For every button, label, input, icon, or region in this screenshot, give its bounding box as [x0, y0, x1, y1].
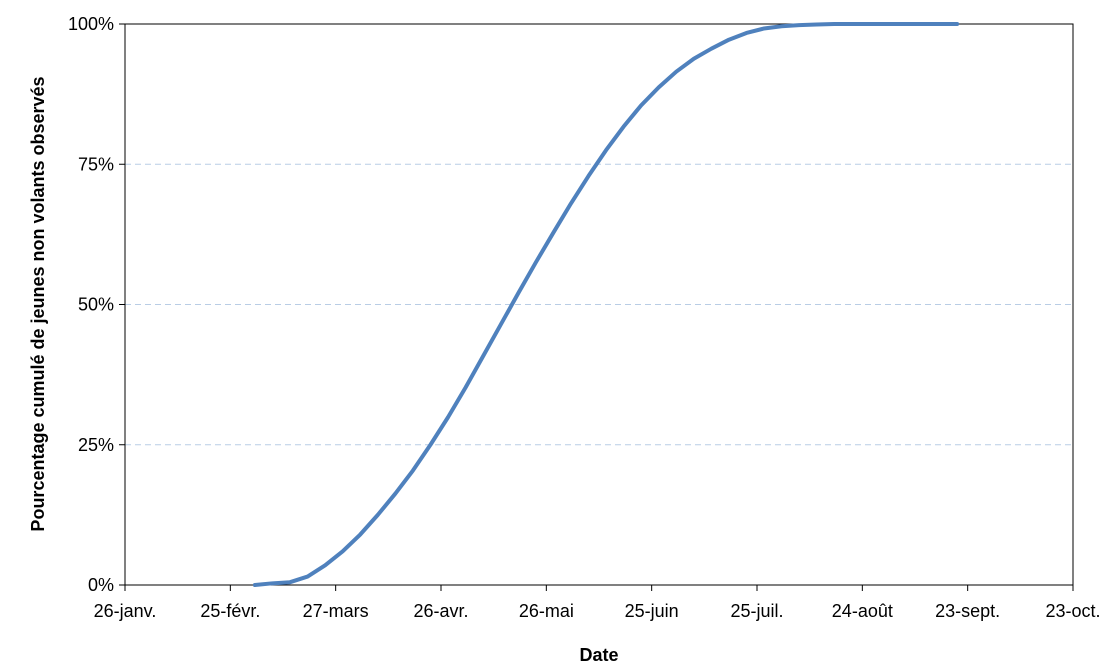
y-tick-label: 0% — [88, 575, 114, 595]
y-axis-title: Pourcentage cumulé de jeunes non volants… — [28, 76, 48, 531]
x-tick-label: 25-juil. — [730, 601, 783, 621]
y-axis-tick-labels: 0% 25% 50% 75% 100% — [68, 14, 114, 595]
y-tick-label: 75% — [78, 154, 114, 174]
x-tick-label: 26-mai — [519, 601, 574, 621]
x-tick-label: 23-oct. — [1045, 601, 1100, 621]
x-tick-label: 27-mars — [303, 601, 369, 621]
gridlines — [125, 163, 1073, 446]
x-tick-label: 25-févr. — [200, 601, 260, 621]
x-tick-label: 26-janv. — [94, 601, 157, 621]
x-tick-label: 23-sept. — [935, 601, 1000, 621]
x-tick-label: 26-avr. — [413, 601, 468, 621]
x-axis-ticks — [124, 585, 1074, 591]
series-line — [252, 22, 960, 587]
y-tick-label: 100% — [68, 14, 114, 34]
y-tick-label: 50% — [78, 295, 114, 315]
x-tick-label: 24-août — [832, 601, 893, 621]
y-tick-label: 25% — [78, 435, 114, 455]
x-tick-label: 25-juin — [625, 601, 679, 621]
y-axis-ticks — [119, 23, 125, 586]
x-axis-title: Date — [579, 645, 618, 665]
x-axis-tick-labels: 26-janv. 25-févr. 27-mars 26-avr. 26-mai 25-j… — [94, 601, 1101, 621]
